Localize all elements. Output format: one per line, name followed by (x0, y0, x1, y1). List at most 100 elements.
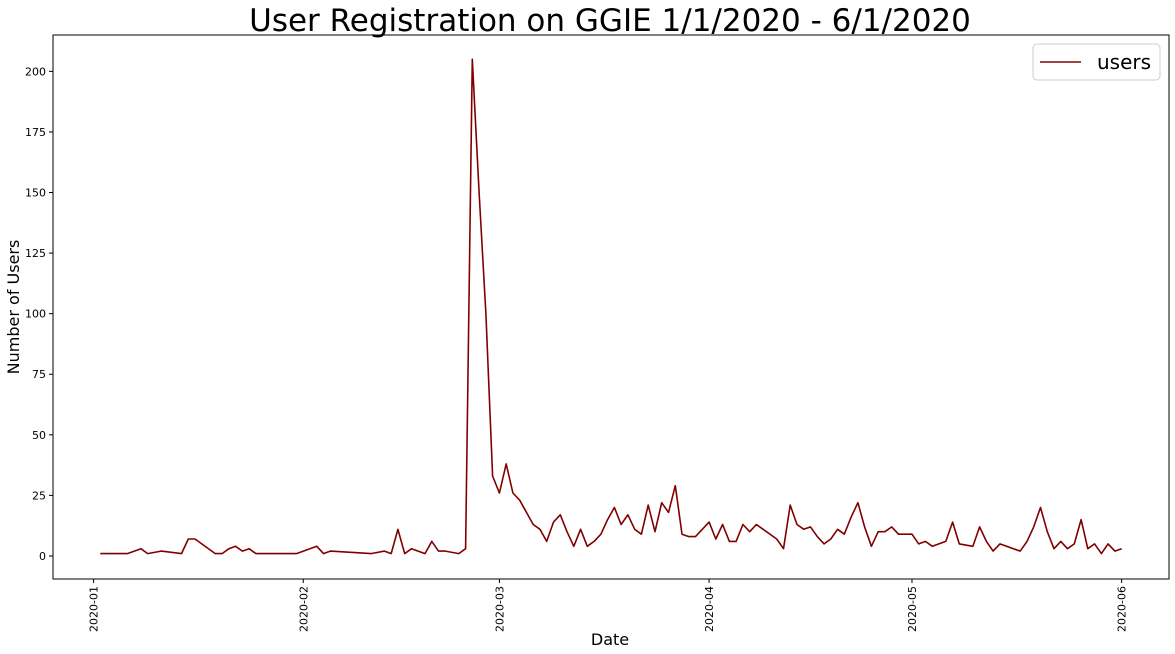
legend: users (1032, 43, 1161, 81)
data-point-users (978, 526, 980, 528)
data-point-users (911, 533, 913, 535)
data-point-users (424, 552, 426, 554)
data-point-users (221, 552, 223, 554)
data-point-users (485, 313, 487, 315)
data-point-users (552, 521, 554, 523)
data-point-users (579, 528, 581, 530)
data-point-users (715, 538, 717, 540)
data-point-users (437, 550, 439, 552)
data-point-users (1073, 543, 1075, 545)
data-point-users (776, 538, 778, 540)
y-tick-label: 125 (25, 247, 46, 260)
data-point-users (491, 475, 493, 477)
data-point-users (667, 511, 669, 513)
x-tick-label: 2020-02 (297, 586, 310, 632)
data-point-users (742, 523, 744, 525)
data-point-users (370, 552, 372, 554)
data-point-users (471, 58, 473, 60)
legend-label-users: users (1097, 50, 1151, 74)
data-point-users (694, 535, 696, 537)
y-tick-label: 50 (32, 429, 46, 442)
x-tick-label: 2020-01 (88, 586, 101, 632)
data-point-users (951, 521, 953, 523)
data-point-users (573, 545, 575, 547)
x-tick-label: 2020-03 (493, 586, 506, 632)
y-tick-label: 150 (25, 187, 46, 200)
data-point-users (539, 528, 541, 530)
data-point-users (857, 502, 859, 504)
data-point-users (255, 552, 257, 554)
data-point-users (863, 526, 865, 528)
y-axis: 0 25 50 75 100 125 150 175 200 (25, 65, 53, 563)
data-point-users (870, 545, 872, 547)
data-point-users (1019, 550, 1021, 552)
series-line-users (100, 58, 1122, 555)
data-point-users (410, 548, 412, 550)
x-tick-label: 2020-06 (1116, 586, 1129, 632)
data-point-users (613, 506, 615, 508)
data-point-users (1053, 548, 1055, 550)
y-tick-label: 75 (32, 368, 46, 381)
data-point-users (1087, 548, 1089, 550)
data-point-users (789, 504, 791, 506)
data-point-users (654, 531, 656, 533)
data-point-users (505, 463, 507, 465)
data-point-users (1039, 506, 1041, 508)
data-point-users (985, 540, 987, 542)
data-point-users (194, 538, 196, 540)
data-point-users (248, 548, 250, 550)
data-point-users (1046, 531, 1048, 533)
data-point-users (187, 538, 189, 540)
data-point-users (1093, 543, 1095, 545)
legend-box (1032, 43, 1161, 81)
data-point-users (674, 485, 676, 487)
data-point-users (478, 191, 480, 193)
y-tick-label: 100 (25, 308, 46, 321)
data-point-users (708, 521, 710, 523)
data-point-users (1107, 543, 1109, 545)
data-point-users (1100, 552, 1102, 554)
data-point-users (519, 499, 521, 501)
data-point-users (830, 538, 832, 540)
data-point-users (234, 545, 236, 547)
data-point-users (180, 552, 182, 554)
data-point-users (1066, 548, 1068, 550)
data-point-users (1060, 540, 1062, 542)
data-point-users (755, 523, 757, 525)
data-point-users (241, 550, 243, 552)
y-tick-label: 200 (25, 65, 46, 78)
data-point-users (458, 552, 460, 554)
data-point-users (992, 550, 994, 552)
data-point-users (897, 533, 899, 535)
data-point-users (546, 540, 548, 542)
data-point-users (931, 545, 933, 547)
data-point-users (620, 523, 622, 525)
data-point-users (566, 531, 568, 533)
data-point-users (850, 516, 852, 518)
data-point-users (464, 548, 466, 550)
data-point-users (390, 552, 392, 554)
data-point-users (383, 550, 385, 552)
series-points-users (99, 58, 1123, 555)
data-point-users (512, 492, 514, 494)
y-tick-label: 25 (32, 489, 46, 502)
data-point-users (1114, 550, 1116, 552)
data-point-users (803, 528, 805, 530)
data-point-users (147, 552, 149, 554)
data-point-users (891, 526, 893, 528)
data-point-users (214, 552, 216, 554)
data-point-users (721, 523, 723, 525)
data-point-users (444, 550, 446, 552)
data-point-users (634, 528, 636, 530)
data-point-users (627, 514, 629, 516)
y-tick-label: 175 (25, 126, 46, 139)
data-point-users (404, 552, 406, 554)
data-point-users (796, 523, 798, 525)
data-point-users (823, 543, 825, 545)
data-point-users (918, 543, 920, 545)
data-point-users (600, 533, 602, 535)
data-point-users (397, 528, 399, 530)
data-point-users (140, 548, 142, 550)
data-point-users (735, 540, 737, 542)
data-point-users (498, 492, 500, 494)
